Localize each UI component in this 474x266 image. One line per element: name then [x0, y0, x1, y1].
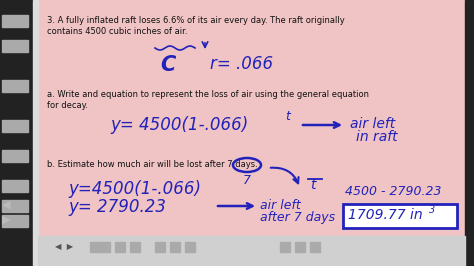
Bar	[2, 180, 28, 192]
Text: contains 4500 cubic inches of air.: contains 4500 cubic inches of air.	[47, 27, 188, 36]
Bar	[38, 0, 465, 236]
Text: ▶: ▶	[2, 215, 10, 225]
Text: a. Write and equation to represent the loss of air using the general equation: a. Write and equation to represent the l…	[47, 90, 369, 99]
FancyBboxPatch shape	[343, 204, 457, 228]
Text: 1709.77 in: 1709.77 in	[348, 208, 423, 222]
Bar	[90, 242, 100, 252]
Text: y= 2790.23: y= 2790.23	[68, 198, 166, 216]
Bar	[310, 242, 320, 252]
Text: 7: 7	[243, 174, 251, 187]
Bar	[2, 200, 28, 212]
Text: y= 4500(1-.066): y= 4500(1-.066)	[110, 116, 248, 134]
Bar	[155, 242, 165, 252]
Bar	[130, 242, 140, 252]
Bar	[2, 40, 28, 52]
Bar	[465, 0, 474, 266]
Text: for decay.: for decay.	[47, 101, 88, 110]
Text: 4500 - 2790.23: 4500 - 2790.23	[345, 185, 441, 198]
Text: C: C	[160, 55, 175, 75]
Bar	[2, 120, 28, 132]
Bar	[2, 15, 28, 27]
Bar	[38, 236, 465, 266]
Bar	[100, 242, 110, 252]
Bar	[2, 215, 28, 227]
Text: air left: air left	[350, 117, 395, 131]
Text: b. Estimate how much air will be lost after 7 days.: b. Estimate how much air will be lost af…	[47, 160, 258, 169]
Text: air left: air left	[260, 199, 301, 212]
Text: t: t	[310, 178, 316, 192]
Bar	[295, 242, 305, 252]
Text: after 7 days: after 7 days	[260, 211, 335, 224]
Bar	[2, 150, 28, 162]
Bar	[185, 242, 195, 252]
Text: 3: 3	[429, 205, 435, 215]
Bar	[280, 242, 290, 252]
Text: in raft: in raft	[356, 130, 398, 144]
Bar	[2, 80, 28, 92]
Bar	[115, 242, 125, 252]
Bar	[0, 0, 33, 266]
Text: y=4500(1-.066): y=4500(1-.066)	[68, 180, 201, 198]
Bar	[170, 242, 180, 252]
Text: ◀: ◀	[2, 200, 10, 210]
Text: ◀  ▶: ◀ ▶	[55, 242, 73, 251]
Bar	[33, 0, 38, 266]
Text: r= .066: r= .066	[210, 55, 273, 73]
Text: 3. A fully inflated raft loses 6.6% of its air every day. The raft originally: 3. A fully inflated raft loses 6.6% of i…	[47, 16, 345, 25]
Text: t: t	[285, 110, 290, 123]
